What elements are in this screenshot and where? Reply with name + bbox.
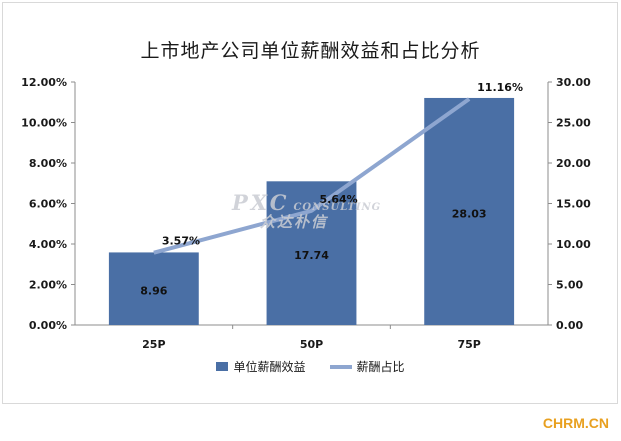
left-tick-label: 2.00%: [29, 279, 67, 292]
x-category-label: 25P: [142, 338, 165, 351]
bar-value-label: 28.03: [452, 207, 487, 220]
x-category-label: 75P: [457, 338, 480, 351]
left-tick-label: 6.00%: [29, 198, 67, 211]
bar-75P: [424, 97, 515, 325]
bar-value-label: 17.74: [294, 249, 329, 262]
chart-legend: 单位薪酬效益 薪酬占比: [0, 358, 621, 375]
x-category-label: 50P: [300, 338, 323, 351]
watermark-logo: PXC CONSULTING 众达朴信: [232, 190, 382, 231]
left-tick-label: 10.00%: [21, 117, 67, 130]
right-tick-label: 15.00: [556, 198, 591, 211]
left-tick-label: 8.00%: [29, 157, 67, 170]
legend-bar-label: 单位薪酬效益: [233, 360, 306, 374]
line-value-label: 5.64%: [320, 193, 358, 206]
legend-line-label: 薪酬占比: [356, 360, 405, 374]
right-tick-label: 30.00: [556, 76, 591, 89]
legend-bar-swatch: [216, 362, 229, 371]
bar-25P: [108, 252, 199, 325]
left-tick-label: 12.00%: [21, 76, 67, 89]
legend-item-bar: 单位薪酬效益: [216, 358, 306, 375]
right-tick-label: 0.00: [556, 319, 583, 332]
left-tick-label: 0.00%: [29, 319, 67, 332]
right-tick-label: 25.00: [556, 117, 591, 130]
left-tick-label: 4.00%: [29, 238, 67, 251]
bar-50P: [266, 181, 357, 325]
right-tick-label: 20.00: [556, 157, 591, 170]
right-tick-label: 5.00: [556, 279, 583, 292]
legend-line-swatch: [329, 364, 352, 369]
brand-logo: CHRM.CN: [542, 415, 609, 431]
legend-item-line: 薪酬占比: [329, 358, 405, 375]
line-value-label: 11.16%: [477, 81, 523, 94]
right-tick-label: 10.00: [556, 238, 591, 251]
chart-title: 上市地产公司单位薪酬效益和占比分析: [140, 40, 481, 62]
bar-value-label: 8.96: [140, 285, 167, 298]
line-value-label: 3.57%: [162, 235, 200, 248]
